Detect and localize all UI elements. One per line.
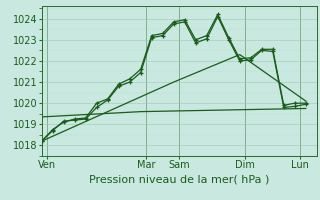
X-axis label: Pression niveau de la mer( hPa ): Pression niveau de la mer( hPa ) [89,174,269,184]
